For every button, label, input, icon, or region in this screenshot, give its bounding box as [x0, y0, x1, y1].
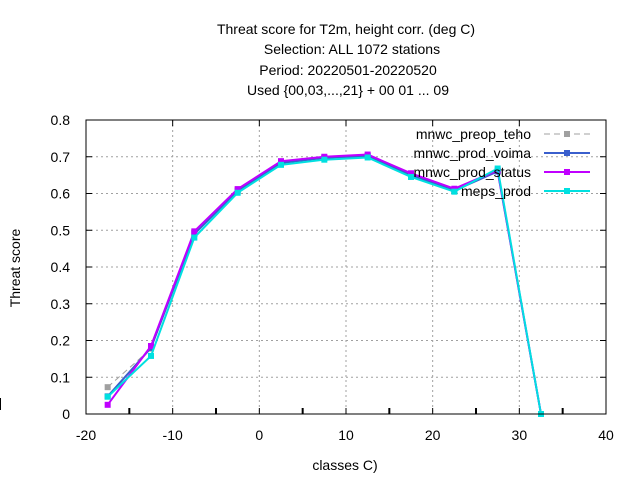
title-line-1: Threat score for T2m, height corr. (deg … — [217, 21, 475, 37]
legend-label: mnwc_prod_voima — [414, 145, 532, 161]
data-point — [191, 234, 198, 241]
legend-label: mnwc_prod_status — [413, 164, 531, 180]
data-point — [104, 401, 111, 408]
data-point — [321, 156, 328, 163]
x-tick-label: 40 — [598, 427, 614, 443]
y-tick-label: 0.7 — [51, 149, 71, 165]
plot-frame — [85, 119, 607, 415]
x-tick-label: 30 — [512, 427, 528, 443]
x-tick-label: -20 — [76, 427, 96, 443]
legend-label: meps_prod — [461, 183, 531, 199]
y-tick-label: 0.1 — [51, 369, 71, 385]
data-point — [104, 384, 111, 391]
data-point — [191, 228, 198, 235]
legend-item-meps_prod: meps_prod — [461, 183, 590, 199]
legend-marker — [564, 169, 570, 175]
y-tick-label: 0.3 — [51, 296, 71, 312]
data-point — [364, 154, 371, 161]
data-point — [408, 170, 414, 177]
tick-labels: -20 -10 0 10 20 30 40 0 0.1 0.2 0.3 0.4 0.5 0.6 0.7 0.8 — [51, 112, 614, 443]
legend: mnwc_preop_teho mnwc_prod_voima mnwc_prod_… — [413, 126, 590, 199]
legend-marker — [564, 131, 570, 137]
title-line-3: Period: 20220501-20220520 — [259, 62, 437, 78]
y-tick-label: 0.5 — [51, 222, 71, 238]
y-tick-label: 0.8 — [51, 112, 71, 128]
x-axis-label: classes C) — [312, 457, 377, 473]
ticks — [85, 119, 607, 415]
legend-item-mnwc_preop_teho: mnwc_preop_teho — [416, 126, 590, 142]
y-tick-label: 0.4 — [51, 259, 71, 275]
legend-item-mnwc_prod_status: mnwc_prod_status — [413, 164, 590, 180]
x-tick-label: -10 — [163, 427, 183, 443]
data-point — [278, 158, 284, 165]
y-tick-label: 0 — [62, 406, 70, 422]
data-point — [234, 189, 241, 196]
title-line-2: Selection: ALL 1072 stations — [264, 41, 440, 57]
data-point — [148, 343, 154, 350]
data-point — [408, 173, 414, 180]
y-tick-label: 0.2 — [51, 333, 71, 349]
y-tick-label: 0.6 — [51, 186, 71, 202]
title-line-4: Used {00,03,...,21} + 00 01 ... 09 — [247, 82, 449, 98]
legend-marker — [564, 150, 570, 156]
data-point — [104, 393, 111, 400]
series-group — [104, 151, 544, 417]
data-point — [451, 188, 458, 195]
y-axis-label: Threat score — [7, 228, 23, 307]
x-tick-label: 20 — [425, 427, 441, 443]
data-point — [278, 161, 284, 168]
data-point — [148, 352, 154, 359]
chart-title: Threat score for T2m, height corr. (deg … — [217, 21, 475, 98]
grid — [86, 120, 606, 414]
legend-label: mnwc_preop_teho — [416, 126, 531, 142]
x-tick-label: 0 — [255, 427, 263, 443]
data-point — [234, 186, 241, 193]
legend-item-mnwc_prod_voima: mnwc_prod_voima — [414, 145, 590, 161]
x-tick-label: 10 — [338, 427, 354, 443]
legend-marker — [564, 188, 570, 194]
data-point — [494, 165, 501, 172]
